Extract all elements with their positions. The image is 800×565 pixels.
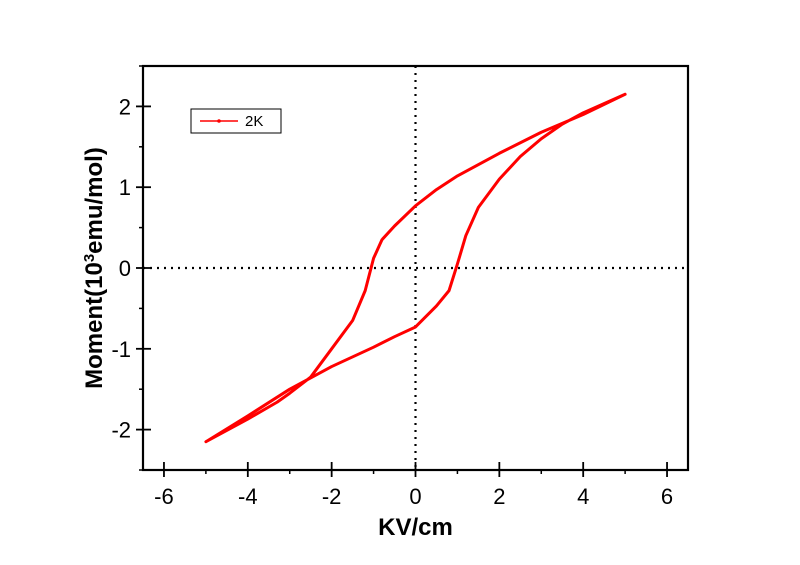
x-tick-label: 0	[409, 484, 421, 509]
series-line-0	[204, 92, 627, 444]
x-tick-label: 2	[493, 484, 505, 509]
zero-reference-lines	[143, 66, 688, 470]
legend: 2K	[190, 108, 282, 134]
y-axis-title-suffix: emu/mol)	[81, 147, 108, 254]
series-layer	[204, 92, 627, 444]
y-tick-label: -2	[111, 418, 131, 443]
x-tick-label: 6	[661, 484, 673, 509]
y-axis-title-superscript: 3	[81, 254, 98, 262]
y-tick-label: 0	[119, 256, 131, 281]
x-tick-label: -2	[322, 484, 342, 509]
axis-ticks	[136, 65, 668, 477]
y-tick-label: -1	[111, 337, 131, 362]
y-axis-title-prefix: Moment(10	[81, 262, 108, 389]
axis-tick-labels: -6 -4 -2 0 2 4 6 -2 -1 0 1 2	[111, 94, 673, 509]
y-tick-label: 1	[119, 175, 131, 200]
x-tick-label: -4	[238, 484, 258, 509]
x-axis-title: KV/cm	[378, 514, 453, 541]
y-axis-title: Moment(103emu/mol)	[81, 147, 109, 389]
x-tick-label: -6	[154, 484, 174, 509]
legend-label-2k: 2K	[245, 113, 263, 130]
y-tick-label: 2	[119, 94, 131, 119]
legend-marker-2k	[217, 119, 221, 123]
x-tick-label: 4	[577, 484, 589, 509]
